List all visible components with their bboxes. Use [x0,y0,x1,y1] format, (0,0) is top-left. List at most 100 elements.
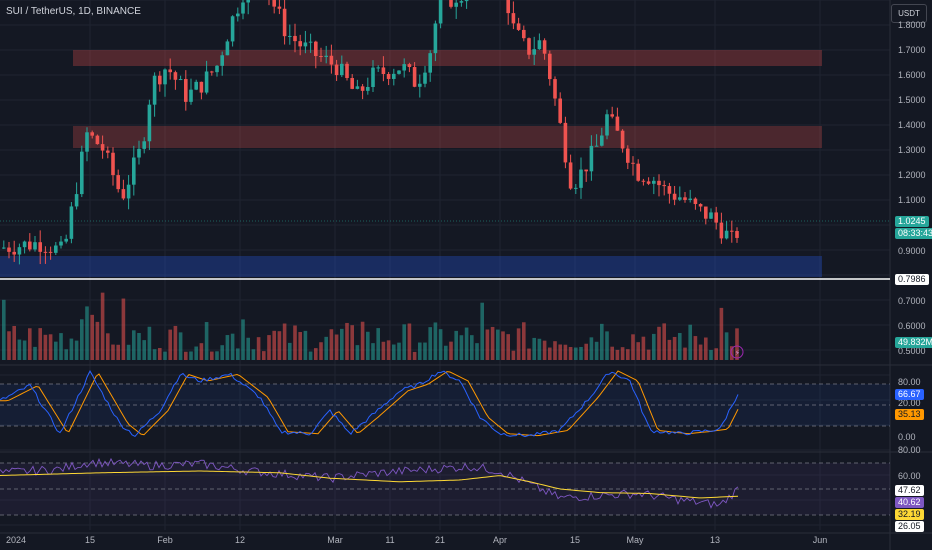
candle-body [563,122,568,163]
volume-bar [43,334,48,360]
candle-body [506,0,510,14]
candle-body [80,151,84,195]
volume-bar [522,322,526,360]
candle-body [33,242,37,250]
time-tick-label: Apr [492,535,508,545]
volume-bar [553,341,557,360]
volume-bar [204,322,209,360]
candle-body [345,63,349,79]
horizontal-line-price-label: 0.7986 [895,274,929,285]
lightning-icon [730,345,744,359]
time-tick-label: 2024 [5,535,27,545]
price-tick-label: 0.7000 [898,296,926,306]
volume-bar [48,334,53,360]
candle-body [194,81,198,90]
candle-body [22,241,27,248]
volume-bar [360,321,365,360]
candle-body [527,38,531,55]
candle-body [657,180,661,186]
candle-body [381,67,386,75]
price-tick-label: 1.6000 [898,70,926,80]
candle-body [542,40,547,54]
candle-body [537,40,542,50]
time-tick-label: Jun [812,535,828,545]
price-tick-label: 1.4000 [898,120,926,130]
candle-body [438,0,443,24]
candle-body [568,162,573,189]
volume-bar [542,340,547,360]
volume-bar [74,340,79,360]
price-tick-label: 0.5000 [898,346,926,356]
candle-body [334,64,339,76]
candle-body [95,135,100,145]
stoch-d-line [0,370,739,437]
volume-bar [485,329,490,360]
volume-bar [615,349,620,360]
current-price-label: 1.0245 [895,216,929,227]
volume-bar [397,342,401,360]
volume-bar [672,336,677,360]
volume-bar [308,351,313,360]
candle-body [189,89,193,102]
price-tick-label: 1.3000 [898,145,926,155]
volume-bar [454,330,458,360]
candle-body [418,83,422,87]
volume-bar [646,349,651,360]
volume-bar [652,333,656,360]
volume-bar [303,330,308,360]
volume-bar [350,325,354,360]
price-tick-label: 1.8000 [898,20,926,30]
volume-bar [579,346,583,360]
volume-bar [355,345,360,360]
candle-body [704,206,708,219]
candle-body [724,230,729,239]
volume-bar [121,298,126,360]
volume-bar [641,336,646,360]
candle-body [355,86,360,89]
candle-body [709,212,713,219]
volume-bar [480,302,484,360]
volume-bar [225,335,230,360]
candle-body [376,67,380,69]
candle-body [293,35,297,42]
rsi-tick-label: 80.00 [898,445,921,455]
candle-body [678,197,682,200]
candle-body [215,65,219,73]
volume-bar [152,349,157,360]
volume-bar [210,351,214,360]
volume-bar [298,332,302,360]
candle-body [683,197,687,200]
volume-bar [293,325,297,360]
volume-bar [532,337,536,360]
candle-body [74,194,79,207]
candle-body [298,41,302,47]
candle-body [631,162,635,164]
volume-bar [178,332,183,360]
currency-button[interactable]: USDT [891,4,927,23]
candle-body [178,79,183,81]
volume-bar [376,328,380,360]
volume-bar [158,347,162,360]
candle-body [610,114,614,117]
volume-bar [371,343,375,360]
volume-bar [126,344,131,360]
candle-body [7,247,11,252]
candle-body [402,64,406,71]
volume-bar [444,345,448,360]
candle-body [132,157,136,185]
candle-body [594,145,599,147]
candle-body [158,75,162,85]
volume-bar [246,337,250,360]
volume-bar [418,342,422,360]
volume-bar [54,341,58,360]
time-tick-label: 12 [234,535,246,545]
candle-body [662,185,666,187]
time-tick-label: 21 [434,535,446,545]
candle-body [620,130,625,149]
candle-body [579,169,583,188]
rsi-value-2: 40.62 [895,497,924,508]
price-tick-label: 0.9000 [898,246,926,256]
volume-bar [600,323,604,360]
chart-title: SUI / TetherUS, 1D, BINANCE [6,6,141,17]
